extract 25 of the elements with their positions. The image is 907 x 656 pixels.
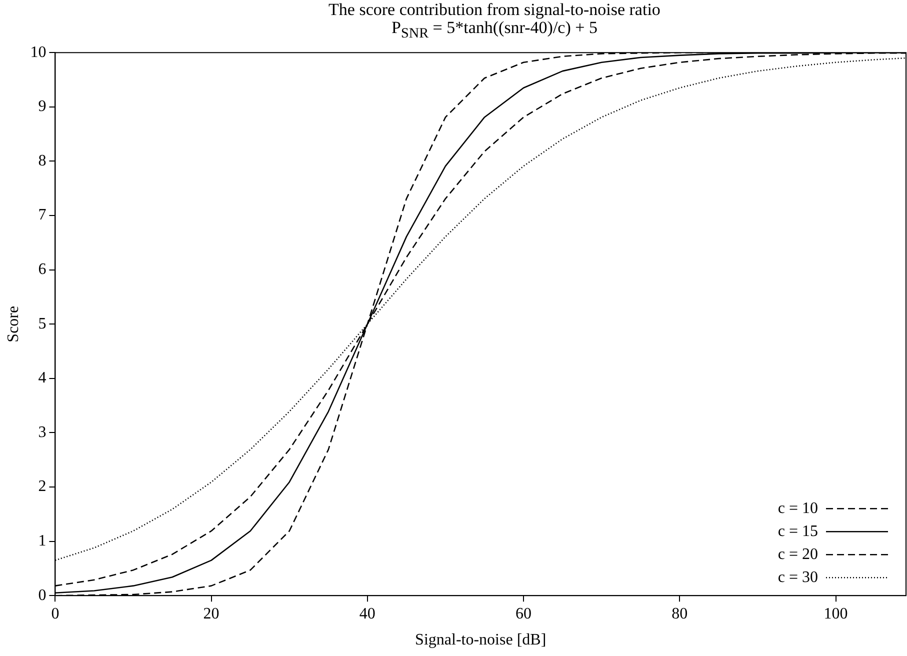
x-tick-label: 100: [824, 605, 848, 622]
legend-label: c = 20: [778, 546, 818, 563]
x-tick-label: 80: [672, 605, 688, 622]
y-tick-label: 6: [38, 261, 46, 278]
y-tick-label: 7: [38, 206, 46, 224]
chart-title: The score contribution from signal-to-noise ratio: [328, 0, 662, 20]
y-tick-label: 1: [38, 532, 46, 550]
chart-subtitle: P$_{SNR}$ = 5*tanh((snr-40)/c) + 5: [390, 18, 598, 42]
legend-label: c = 10: [778, 500, 818, 517]
y-tick-label: 8: [38, 152, 46, 170]
x-tick-label: 0: [51, 605, 60, 622]
y-tick-label: 9: [38, 98, 46, 116]
y-tick-label: 2: [38, 478, 46, 496]
x-tick-label: 40: [359, 605, 376, 622]
y-tick-label: 10: [30, 44, 46, 61]
x-tick-label: 60: [516, 605, 532, 622]
legend-label: c = 30: [778, 568, 818, 586]
y-tick-label: 4: [38, 370, 46, 387]
y-tick-label: 0: [38, 586, 46, 604]
y-tick-label: 5: [38, 315, 46, 332]
x-tick-label: 20: [203, 605, 220, 622]
legend-label: c = 15: [778, 522, 818, 540]
y-axis-title: Score: [4, 306, 22, 342]
y-tick-label: 3: [38, 424, 46, 441]
x-axis-title: Signal-to-noise [dB]: [415, 632, 546, 649]
